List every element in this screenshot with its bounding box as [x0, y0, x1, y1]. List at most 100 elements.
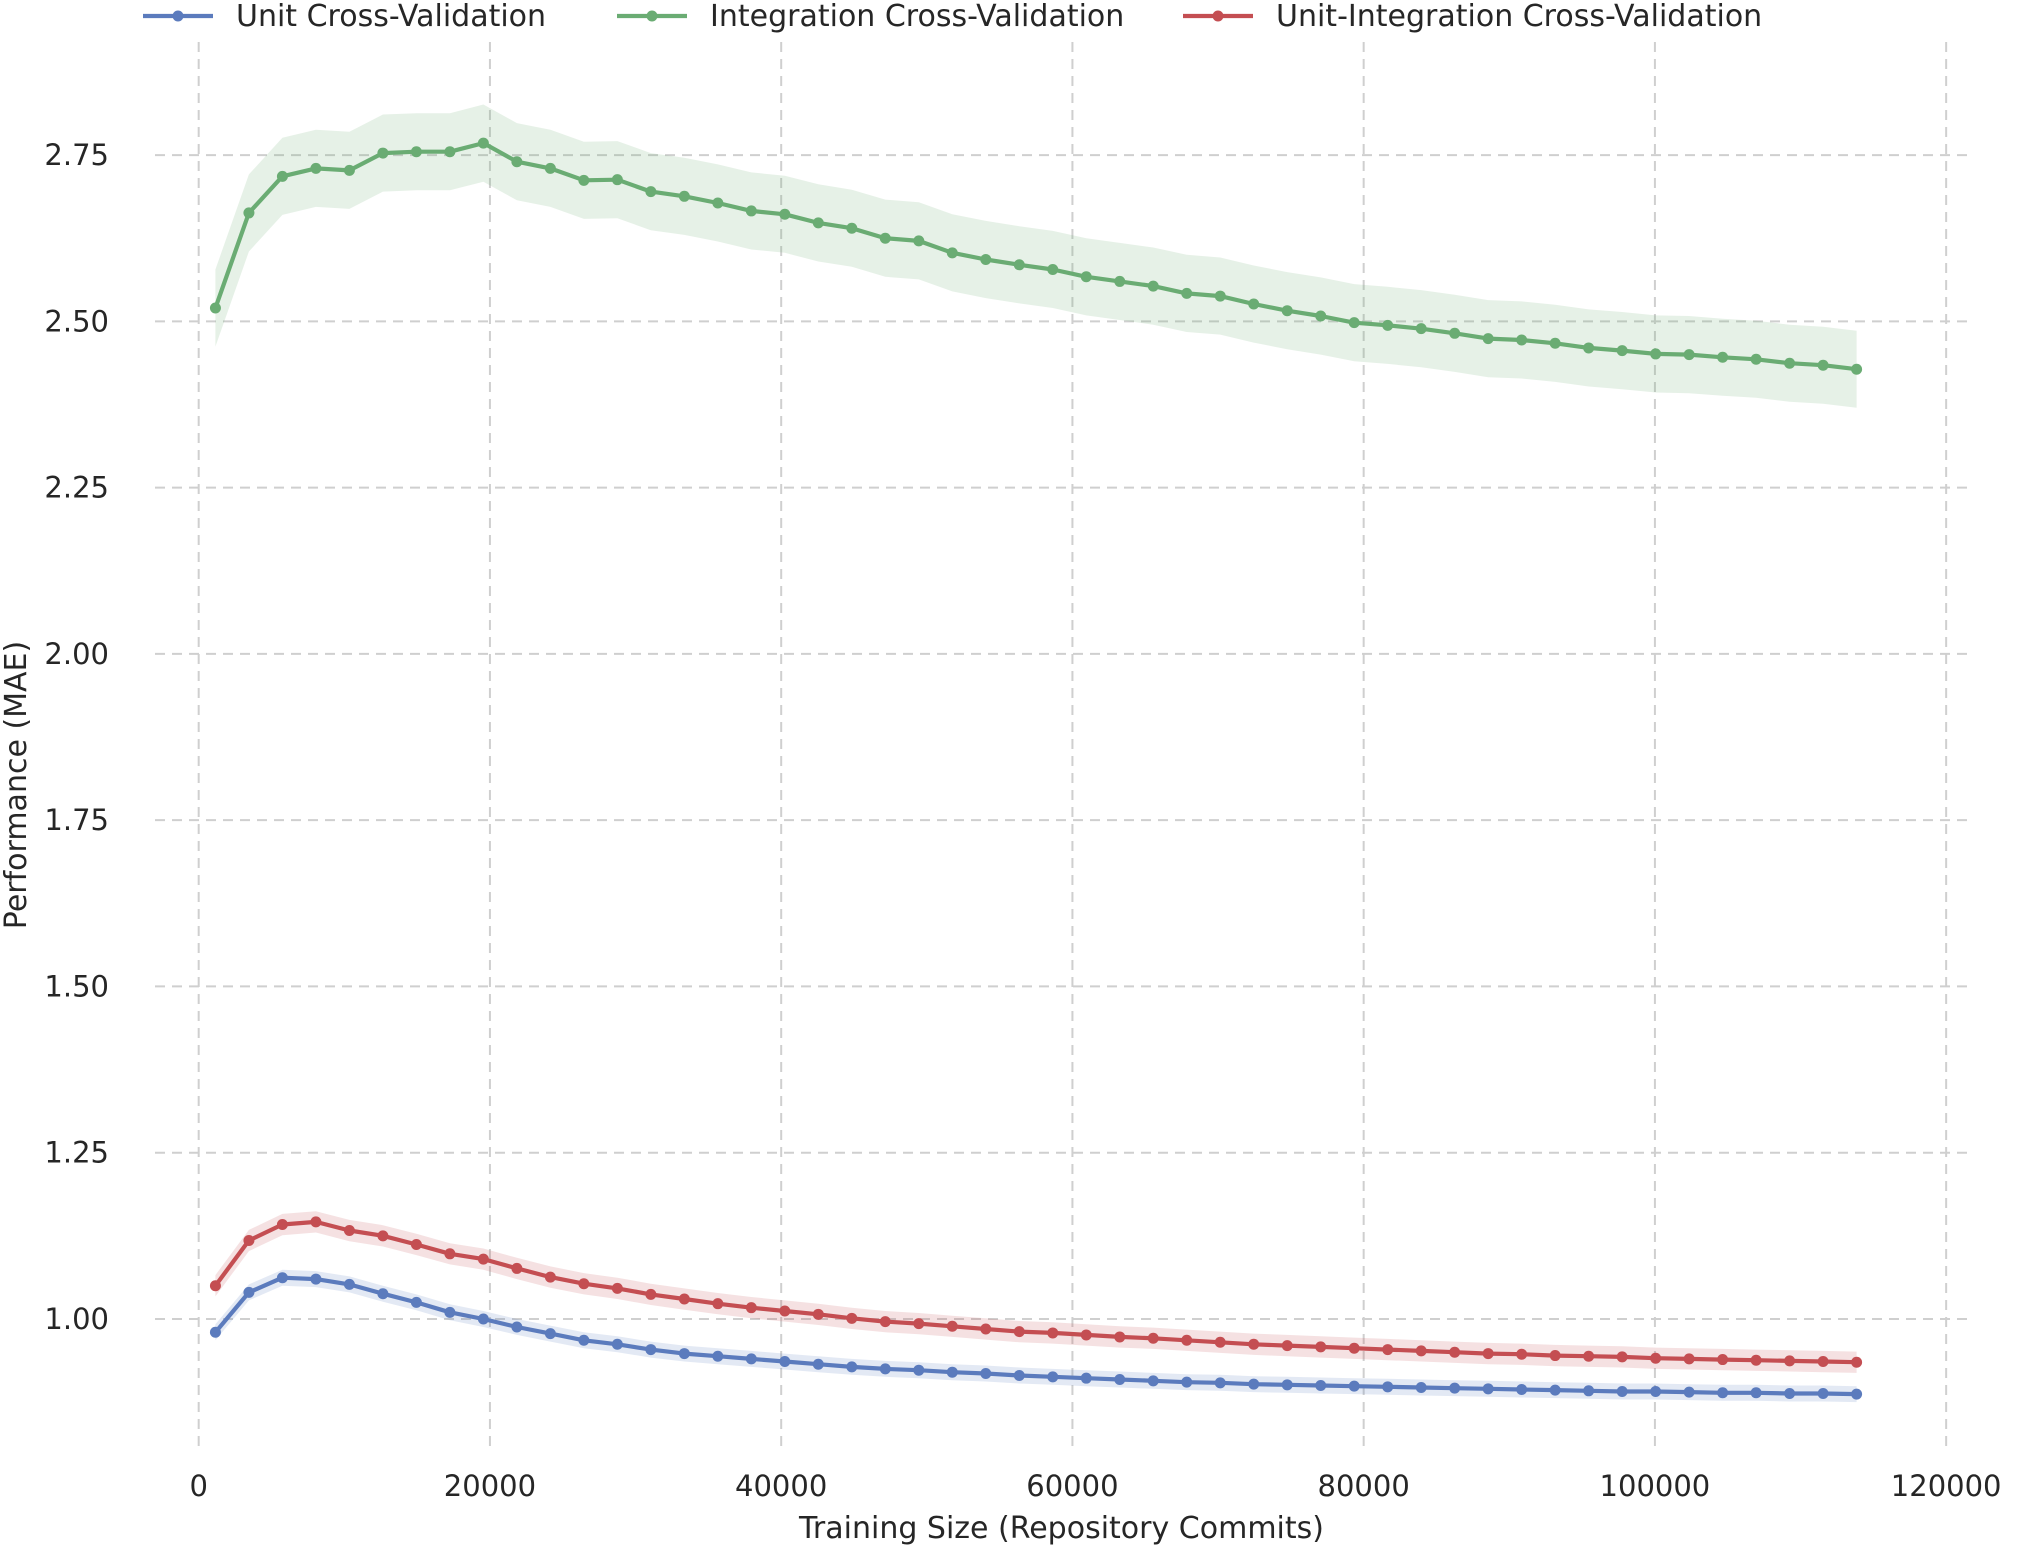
y-tick-label: 1.25 — [44, 1136, 109, 1170]
data-point — [243, 1235, 255, 1246]
data-point — [209, 1280, 221, 1292]
data-point — [645, 1344, 657, 1356]
data-point — [1248, 298, 1260, 310]
data-point — [511, 1321, 523, 1333]
data-point — [1080, 271, 1092, 283]
data-point — [1482, 1348, 1494, 1360]
data-point — [712, 1298, 724, 1310]
data-point — [544, 1328, 556, 1340]
data-point — [343, 1278, 355, 1290]
data-point — [745, 1302, 757, 1314]
y-axis-ticks: 1.00 1.25 1.50 1.75 2.00 2.25 2.50 2.75 — [44, 138, 109, 1336]
data-point — [578, 1278, 590, 1290]
data-point — [1281, 305, 1293, 317]
data-point — [1549, 337, 1561, 349]
data-point — [1382, 1381, 1394, 1393]
data-point — [1047, 263, 1059, 275]
data-point — [377, 147, 389, 159]
data-point — [544, 162, 556, 174]
data-point — [1650, 1385, 1662, 1397]
legend-label: Integration Cross-Validation — [710, 0, 1124, 34]
data-point — [1717, 1387, 1729, 1399]
data-point — [1214, 1336, 1226, 1348]
data-point — [276, 170, 288, 182]
data-point — [946, 247, 958, 259]
x-tick-label: 100000 — [1600, 1469, 1711, 1503]
data-point — [812, 1358, 824, 1370]
series-line — [213, 1219, 1857, 1365]
data-point — [1482, 333, 1494, 345]
legend-marker — [172, 10, 184, 22]
data-point — [1650, 348, 1662, 360]
data-point — [1415, 323, 1427, 335]
data-point — [611, 1282, 623, 1294]
legend-item: Integration Cross-Validation — [617, 0, 1124, 34]
data-point — [477, 1253, 489, 1265]
legend-label: Unit-Integration Cross-Validation — [1276, 0, 1762, 34]
data-point — [1449, 327, 1461, 339]
data-point — [645, 186, 657, 198]
data-point — [243, 207, 255, 219]
data-point — [712, 197, 724, 209]
data-point — [980, 253, 992, 265]
data-point — [1784, 1387, 1796, 1399]
y-tick-label: 2.50 — [44, 304, 109, 338]
data-point — [243, 1286, 255, 1298]
data-point — [1248, 1378, 1260, 1390]
data-point — [1114, 1374, 1126, 1386]
data-point — [377, 1288, 389, 1300]
data-point — [1013, 1326, 1025, 1338]
y-tick-label: 1.00 — [44, 1302, 109, 1336]
data-point — [1717, 1354, 1729, 1366]
legend-marker — [1212, 10, 1224, 22]
data-point — [310, 1273, 322, 1285]
data-point — [1415, 1345, 1427, 1357]
data-point — [343, 164, 355, 176]
data-point — [779, 1356, 791, 1368]
series-line — [213, 1275, 1857, 1397]
legend-item: Unit Cross-Validation — [143, 0, 546, 34]
data-point — [1549, 1350, 1561, 1362]
data-point — [946, 1366, 958, 1378]
data-point — [1449, 1346, 1461, 1358]
data-point — [1650, 1352, 1662, 1364]
data-point — [846, 1312, 858, 1324]
x-axis-label: Training Size (Repository Commits) — [798, 1511, 1324, 1546]
data-point — [1181, 1376, 1193, 1388]
data-point — [1616, 345, 1628, 357]
data-point — [779, 208, 791, 220]
data-point — [1348, 1342, 1360, 1354]
data-point — [377, 1230, 389, 1242]
data-point — [444, 1306, 456, 1318]
data-point — [1047, 1327, 1059, 1339]
data-point — [1482, 1383, 1494, 1395]
data-point — [611, 1338, 623, 1350]
data-point — [511, 1262, 523, 1274]
data-point — [846, 222, 858, 234]
data-point — [1683, 1386, 1695, 1398]
data-point — [1281, 1379, 1293, 1391]
data-point — [1516, 1348, 1528, 1360]
data-point — [1750, 1387, 1762, 1399]
data-point — [812, 1308, 824, 1320]
data-point — [1013, 259, 1025, 271]
x-tick-label: 40000 — [735, 1469, 827, 1503]
data-point — [477, 1313, 489, 1325]
data-point — [1817, 1356, 1829, 1368]
data-point — [1616, 1351, 1628, 1363]
data-point — [1516, 334, 1528, 346]
data-point — [1415, 1381, 1427, 1393]
y-tick-label: 1.50 — [44, 969, 109, 1003]
data-point — [1315, 1379, 1327, 1391]
data-point — [1181, 1334, 1193, 1346]
x-tick-label: 0 — [189, 1469, 207, 1503]
data-point — [611, 174, 623, 186]
data-point — [678, 190, 690, 202]
data-point — [1516, 1383, 1528, 1395]
data-point — [678, 1348, 690, 1360]
data-point — [812, 217, 824, 229]
data-point — [578, 1334, 590, 1346]
data-point — [745, 205, 757, 217]
x-tick-label: 120000 — [1891, 1469, 2002, 1503]
data-point — [1147, 280, 1159, 292]
